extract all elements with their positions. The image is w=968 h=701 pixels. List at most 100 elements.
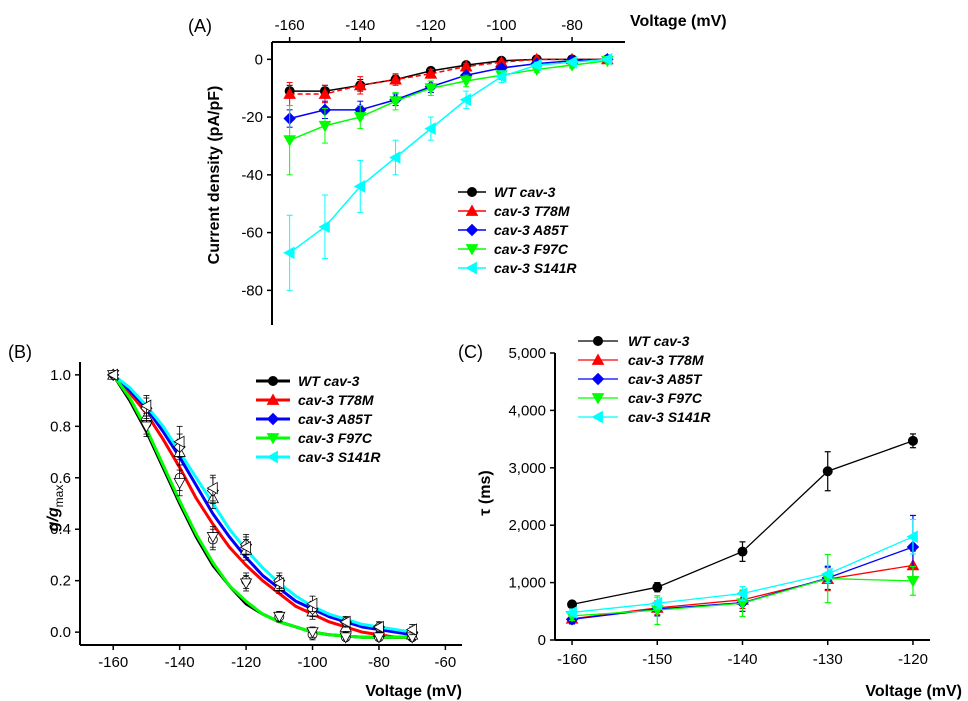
panel-a-legend-label: cav-3 S141R <box>494 260 577 276</box>
panel-b-fit-curve <box>112 373 413 639</box>
panel-c-legend-label: WT cav-3 <box>628 333 690 349</box>
panel-a-y-tick-label: -20 <box>241 109 263 126</box>
panel-b-legend-label: cav-3 S141R <box>298 449 381 465</box>
panel-a-data-point <box>283 135 296 147</box>
panel-b-y-tick-label: 0.6 <box>50 470 71 487</box>
panel-b-data-point <box>405 623 417 636</box>
panel-a-data-point <box>424 67 438 79</box>
panel-c-y-tick-label: 0 <box>538 632 546 649</box>
panel-c-x-tick-label: -150 <box>642 651 672 668</box>
panel-c-x-tick-label: -130 <box>813 651 843 668</box>
panel-b-data-point <box>140 399 152 412</box>
panel-b-y-tick-label: 0.2 <box>50 573 71 590</box>
panel-a-x-tick-label: -100 <box>486 17 516 34</box>
panel-b-data-point <box>372 632 386 644</box>
panel-b-data-point <box>106 368 119 382</box>
panel-c-y-tick-label: 4,000 <box>508 402 546 419</box>
panel-a-legend-marker <box>465 204 479 216</box>
panel-c-y-tick-label: 3,000 <box>508 460 546 477</box>
panel-b-data-point <box>306 627 319 639</box>
panel-a-x-axis-title: Voltage (mV) <box>630 13 727 30</box>
panel-a-series-line <box>289 60 608 141</box>
panel-a-series-line <box>289 58 608 95</box>
panel-b-legend-marker <box>266 450 278 464</box>
panel-b-x-tick-label: -160 <box>98 654 128 671</box>
panel-b-x-tick-label: -120 <box>231 654 261 671</box>
panel-a-data-point <box>353 112 367 124</box>
panel-b-x-axis-title: Voltage (mV) <box>365 683 462 700</box>
panel-a-data-point <box>389 73 402 85</box>
panel-a-data-point <box>565 55 577 69</box>
panel-a-x-tick-label: -80 <box>561 17 583 34</box>
panel-a-y-tick-label: -40 <box>241 167 263 184</box>
panel-b-data-point <box>339 632 352 644</box>
panel-b-data-point <box>239 578 253 590</box>
panel-b-y-tick-label: 0.8 <box>50 418 71 435</box>
panel-b-data-point <box>272 577 285 590</box>
panel-c-legend-marker <box>591 353 605 365</box>
panel-c-data-point <box>650 596 663 610</box>
panel-c-legend-marker <box>591 372 605 386</box>
panel-c-data-point <box>652 582 663 593</box>
panel-c-legend-label: cav-3 F97C <box>628 390 703 406</box>
panel-a-data-point <box>353 180 366 193</box>
panel-b-data-point <box>339 615 351 629</box>
panel-a-y-tick-label: 0 <box>255 51 263 68</box>
panel-c-x-tick-label: -160 <box>557 651 587 668</box>
panel-c-y-axis-title: τ (ms) <box>477 470 494 515</box>
panel-b-legend-marker <box>266 393 280 405</box>
panel-b-legend-label: cav-3 F97C <box>298 430 373 446</box>
panel-b-y-tick-label: 0.0 <box>50 624 71 641</box>
panel-a-plot: -160 -140 -120 -100 -80 0 -20 -40 -60 -80 WT cav-3… <box>241 17 625 325</box>
panel-c-legend-marker <box>591 410 603 424</box>
panel-c-x-axis-title: Voltage (mV) <box>865 683 962 700</box>
panel-c-x-tick-label: -140 <box>727 651 757 668</box>
panel-b-y-tick-label: 1.0 <box>50 367 71 384</box>
panel-b-legend-marker <box>266 433 280 445</box>
panel-c-data-point <box>737 546 748 557</box>
panel-b-data-point <box>306 597 318 611</box>
panel-a-legend-marker <box>465 261 477 275</box>
panel-b-fit-curve <box>112 373 413 634</box>
panel-b-fit-curve <box>111 373 413 639</box>
panel-b-y-tick-label: 0.4 <box>50 521 71 538</box>
panel-a-legend-label: cav-3 A85T <box>494 222 569 238</box>
panel-a-x-tick-label: -120 <box>416 17 446 34</box>
panel-b-label: (B) <box>8 342 32 362</box>
panel-a-data-point <box>494 70 507 84</box>
panel-c-data-point <box>565 606 577 619</box>
panel-c-data-point <box>906 530 918 544</box>
panel-a-series-line <box>289 58 608 92</box>
panel-a-data-point <box>459 93 472 107</box>
panel-a-y-tick-label: -60 <box>241 225 263 242</box>
panel-a-data-point <box>353 78 367 91</box>
panel-b-data-point <box>239 541 251 554</box>
panel-c-data-point <box>907 435 918 446</box>
panel-c-y-tick-label: 2,000 <box>508 517 546 534</box>
panel-a-data-point <box>283 246 295 260</box>
panel-c-label: (C) <box>458 342 483 362</box>
panel-b-x-tick-label: -100 <box>298 654 328 671</box>
panel-c-legend-marker <box>593 336 603 346</box>
panel-a-legend-label: cav-3 F97C <box>494 241 569 257</box>
panel-a-legend-label: cav-3 T78M <box>494 203 570 219</box>
panel-c-data-point <box>735 587 748 600</box>
panel-c-plot: -160 -150 -140 -130 -120 0 1,000 2,000 3,000 4,00… <box>508 333 930 668</box>
panel-a-series-line <box>289 58 608 254</box>
panel-a-legend-marker <box>465 223 479 237</box>
panel-a-data-point <box>283 87 296 99</box>
panel-a-label: (A) <box>188 16 212 36</box>
panel-a-x-tick-label: -140 <box>345 17 375 34</box>
panel-b-y-axis-title-sub: max <box>52 485 66 508</box>
panel-a-y-tick-label: -80 <box>241 282 263 299</box>
panel-c-legend-label: cav-3 A85T <box>628 371 703 387</box>
panel-a-data-point <box>600 52 613 66</box>
panel-a-y-axis-title: Current density (pA/pF) <box>206 86 223 265</box>
panel-b-legend-marker <box>268 376 278 386</box>
panel-a-data-point <box>389 96 402 108</box>
panel-b-legend-label: cav-3 T78M <box>298 392 374 408</box>
panel-c-y-tick-label: 5,000 <box>508 345 546 362</box>
panel-a-data-point <box>389 151 401 164</box>
panel-c-legend-label: cav-3 T78M <box>628 352 704 368</box>
